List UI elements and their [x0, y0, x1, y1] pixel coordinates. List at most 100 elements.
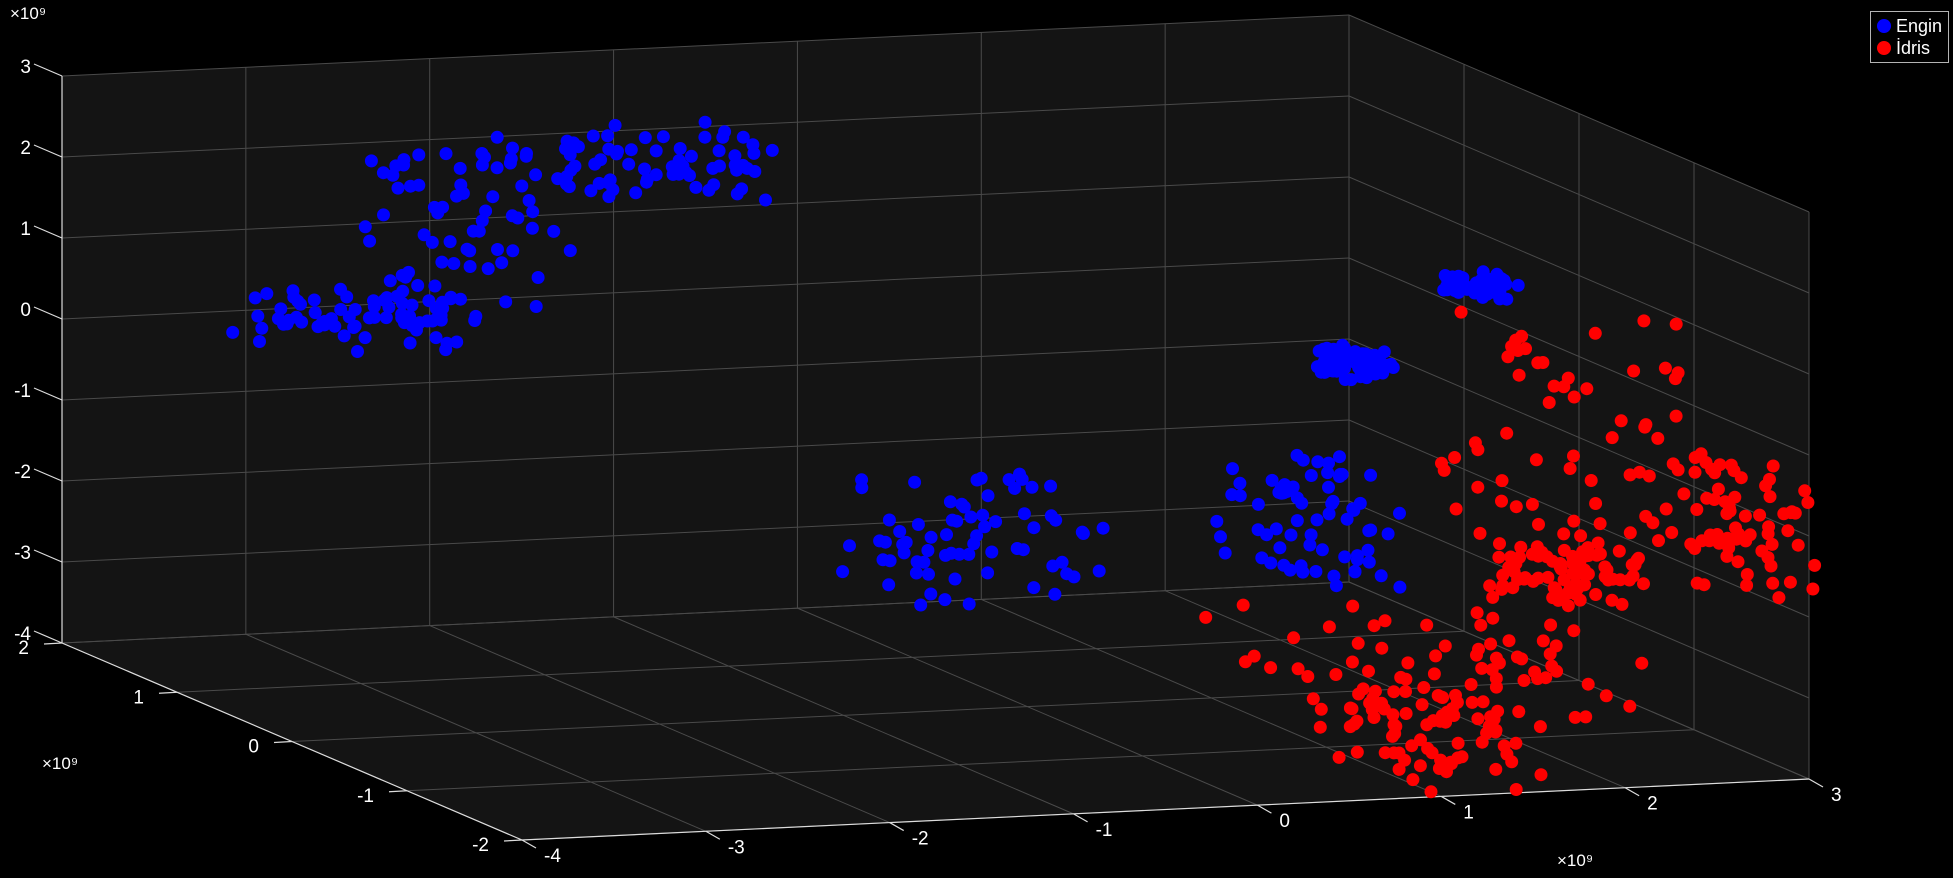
- data-point: [1738, 509, 1752, 523]
- data-point: [251, 309, 265, 323]
- data-point: [843, 539, 856, 553]
- data-point: [1344, 373, 1358, 387]
- data-point: [403, 336, 417, 350]
- data-point: [1435, 456, 1448, 470]
- data-point: [1314, 702, 1328, 716]
- data-point: [1449, 502, 1463, 516]
- data-point: [1483, 579, 1497, 593]
- data-point: [1427, 667, 1441, 681]
- x-tick-mark: [705, 830, 721, 840]
- data-point: [1364, 523, 1378, 537]
- x-tick-label: -4: [544, 846, 561, 867]
- data-point: [1381, 527, 1395, 541]
- data-point: [1512, 368, 1526, 382]
- data-point: [563, 244, 577, 258]
- data-point: [1476, 695, 1490, 709]
- data-point: [450, 335, 464, 349]
- data-point: [1665, 526, 1679, 539]
- data-point: [413, 316, 427, 330]
- data-point: [1377, 702, 1391, 716]
- data-point: [1316, 342, 1330, 356]
- data-point: [453, 161, 467, 175]
- data-point: [1378, 746, 1392, 760]
- data-point: [1766, 576, 1780, 590]
- data-point: [1534, 768, 1548, 782]
- data-point: [1264, 661, 1278, 675]
- data-point: [1492, 550, 1506, 564]
- data-point: [1517, 674, 1531, 687]
- data-point: [1514, 540, 1528, 554]
- data-point: [395, 296, 409, 310]
- data-point: [1509, 333, 1523, 347]
- data-point: [955, 497, 969, 511]
- data-point: [1315, 543, 1329, 557]
- legend[interactable]: Engin İdris: [1869, 11, 1949, 63]
- data-point: [765, 143, 779, 157]
- data-point: [383, 274, 397, 288]
- data-point: [1637, 314, 1651, 328]
- y-axis-multiplier: ×10⁹: [42, 754, 78, 773]
- data-point: [1433, 714, 1447, 728]
- data-point: [728, 158, 742, 172]
- data-point: [1376, 366, 1390, 380]
- data-point: [358, 331, 372, 345]
- z-tick-label: 0: [20, 300, 31, 321]
- data-point: [1512, 705, 1526, 719]
- data-point: [1451, 751, 1465, 765]
- data-point: [1438, 639, 1452, 653]
- data-point: [962, 597, 976, 611]
- data-point: [1044, 479, 1058, 493]
- data-point: [1529, 453, 1543, 467]
- data-point: [515, 179, 529, 193]
- data-point: [1599, 689, 1613, 703]
- data-point: [1251, 497, 1265, 511]
- data-point: [629, 186, 643, 200]
- data-point: [962, 547, 976, 561]
- data-point: [1519, 342, 1532, 356]
- x-tick-mark: [1073, 813, 1088, 823]
- z-tick-label: 3: [20, 57, 31, 78]
- data-point: [1728, 490, 1742, 504]
- data-point: [893, 525, 907, 538]
- data-point: [882, 513, 896, 527]
- data-point: [1401, 656, 1415, 670]
- data-point: [1076, 527, 1090, 540]
- data-point: [1639, 509, 1653, 523]
- data-point: [1353, 496, 1367, 510]
- data-point: [1314, 365, 1328, 379]
- grid-line: [61, 500, 1350, 563]
- data-point: [1605, 593, 1619, 607]
- data-point: [1329, 579, 1343, 593]
- x-tick-mark: [1808, 778, 1824, 788]
- data-point: [1394, 670, 1408, 684]
- data-point: [1563, 462, 1577, 475]
- data-point: [377, 208, 390, 222]
- data-point: [1509, 736, 1523, 750]
- data-point: [1557, 543, 1571, 557]
- data-point: [1233, 476, 1247, 490]
- data-point: [380, 291, 394, 305]
- data-point: [1669, 409, 1683, 423]
- data-point: [747, 146, 761, 160]
- data-point: [348, 319, 362, 333]
- z-tick-label: -1: [14, 381, 31, 402]
- data-point: [1301, 670, 1315, 683]
- data-point: [1623, 699, 1637, 713]
- data-point: [1589, 497, 1603, 510]
- data-point: [1584, 474, 1598, 487]
- data-point: [622, 157, 636, 171]
- data-point: [479, 204, 493, 218]
- grid-line: [61, 14, 1350, 77]
- data-point: [1452, 285, 1466, 299]
- data-point: [454, 292, 467, 306]
- data-point: [1531, 571, 1545, 585]
- data-point: [1343, 720, 1357, 734]
- data-point: [405, 298, 419, 312]
- data-point: [1413, 759, 1427, 773]
- data-point: [1303, 538, 1317, 552]
- data-point: [638, 131, 652, 145]
- data-point: [425, 235, 439, 249]
- data-point: [1658, 361, 1672, 375]
- grid-line: [61, 176, 1350, 239]
- data-point: [1368, 348, 1382, 362]
